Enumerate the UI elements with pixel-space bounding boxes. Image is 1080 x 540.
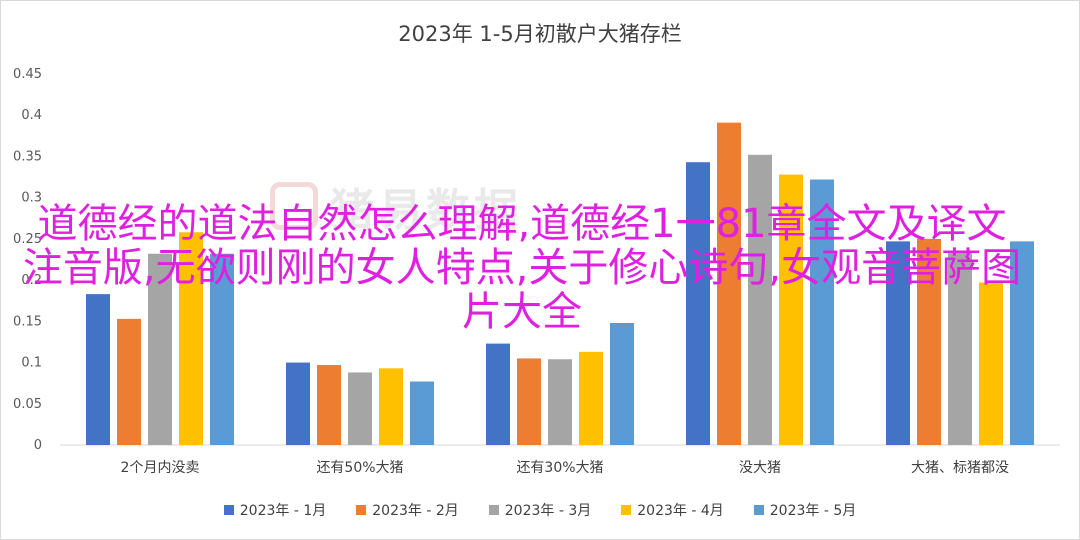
legend-item: 2023年 - 5月 <box>753 500 857 520</box>
legend-label: 2023年 - 5月 <box>769 503 857 519</box>
bar <box>686 162 710 445</box>
y-tick-label: 0 <box>34 438 42 453</box>
legend-label: 2023年 - 3月 <box>504 503 592 519</box>
legend-item: 2023年 - 2月 <box>356 500 459 520</box>
y-tick-label: 0.15 <box>13 314 42 329</box>
bar <box>886 241 910 445</box>
x-category-label: 没大猪 <box>739 460 781 476</box>
chart-title: 2023年 1-5月初散户大猪存栏 <box>398 22 682 46</box>
bar <box>1010 241 1034 445</box>
bar <box>717 122 741 446</box>
legend-label: 2023年 - 2月 <box>372 503 459 519</box>
watermark-logo-icon <box>270 182 318 230</box>
watermark-text: 猪易数据 <box>330 185 522 236</box>
legend-label: 2023年 - 1月 <box>239 503 327 519</box>
bar <box>548 359 572 445</box>
legend-swatch <box>356 505 367 515</box>
legend-swatch <box>223 505 234 515</box>
y-tick-label: 0.4 <box>21 108 42 123</box>
bar <box>979 282 1003 445</box>
x-category-label: 还有30%大猪 <box>516 460 603 476</box>
x-category-label: 大猪、标猪都没 <box>911 460 1009 476</box>
bar <box>117 318 141 445</box>
bar <box>410 381 434 445</box>
bar <box>210 253 234 445</box>
bar <box>148 253 172 445</box>
bar-chart: 0 0.05 0.1 0.15 0.2 0.25 0.3 0.35 0.4 0.45 2个月内没卖 还… <box>13 67 1060 476</box>
legend-item: 2023年 - 1月 <box>223 500 327 520</box>
bar <box>810 179 834 446</box>
bar <box>486 343 510 445</box>
bar <box>517 358 541 445</box>
legend-swatch <box>621 505 632 515</box>
bar <box>779 174 803 446</box>
bar <box>86 294 110 445</box>
watermark: 猪易数据 <box>270 176 690 236</box>
bar <box>579 351 603 445</box>
legend-label: 2023年 - 4月 <box>637 503 724 519</box>
legend-swatch <box>753 505 764 515</box>
legend-swatch <box>488 505 499 515</box>
bar <box>348 372 372 445</box>
y-tick-label: 0.35 <box>13 149 42 164</box>
legend-item: 2023年 - 3月 <box>488 500 592 520</box>
chart-legend: 2023年 - 1月 2023年 - 2月 2023年 - 3月 2023年 - 4月… <box>0 500 1080 520</box>
bar <box>379 368 403 445</box>
bar <box>286 362 310 445</box>
bar <box>317 365 341 445</box>
y-tick-label: 0.25 <box>13 232 42 247</box>
y-tick-label: 0.3 <box>21 191 42 206</box>
x-category-label: 2个月内没卖 <box>121 460 200 476</box>
y-tick-label: 0.05 <box>13 397 42 412</box>
y-tick-label: 0.45 <box>13 67 42 82</box>
bar <box>948 251 972 445</box>
bar <box>748 154 772 445</box>
bar <box>917 238 941 445</box>
bar <box>610 322 634 445</box>
legend-item: 2023年 - 4月 <box>621 500 724 520</box>
y-tick-label: 0.1 <box>21 356 42 371</box>
x-category-label: 还有50%大猪 <box>316 460 403 476</box>
bar <box>179 232 203 445</box>
y-tick-label: 0.2 <box>21 273 42 288</box>
